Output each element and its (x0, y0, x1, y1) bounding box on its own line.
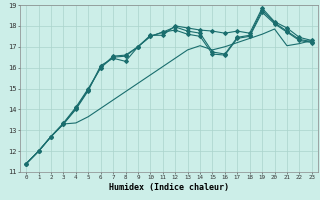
X-axis label: Humidex (Indice chaleur): Humidex (Indice chaleur) (109, 183, 229, 192)
